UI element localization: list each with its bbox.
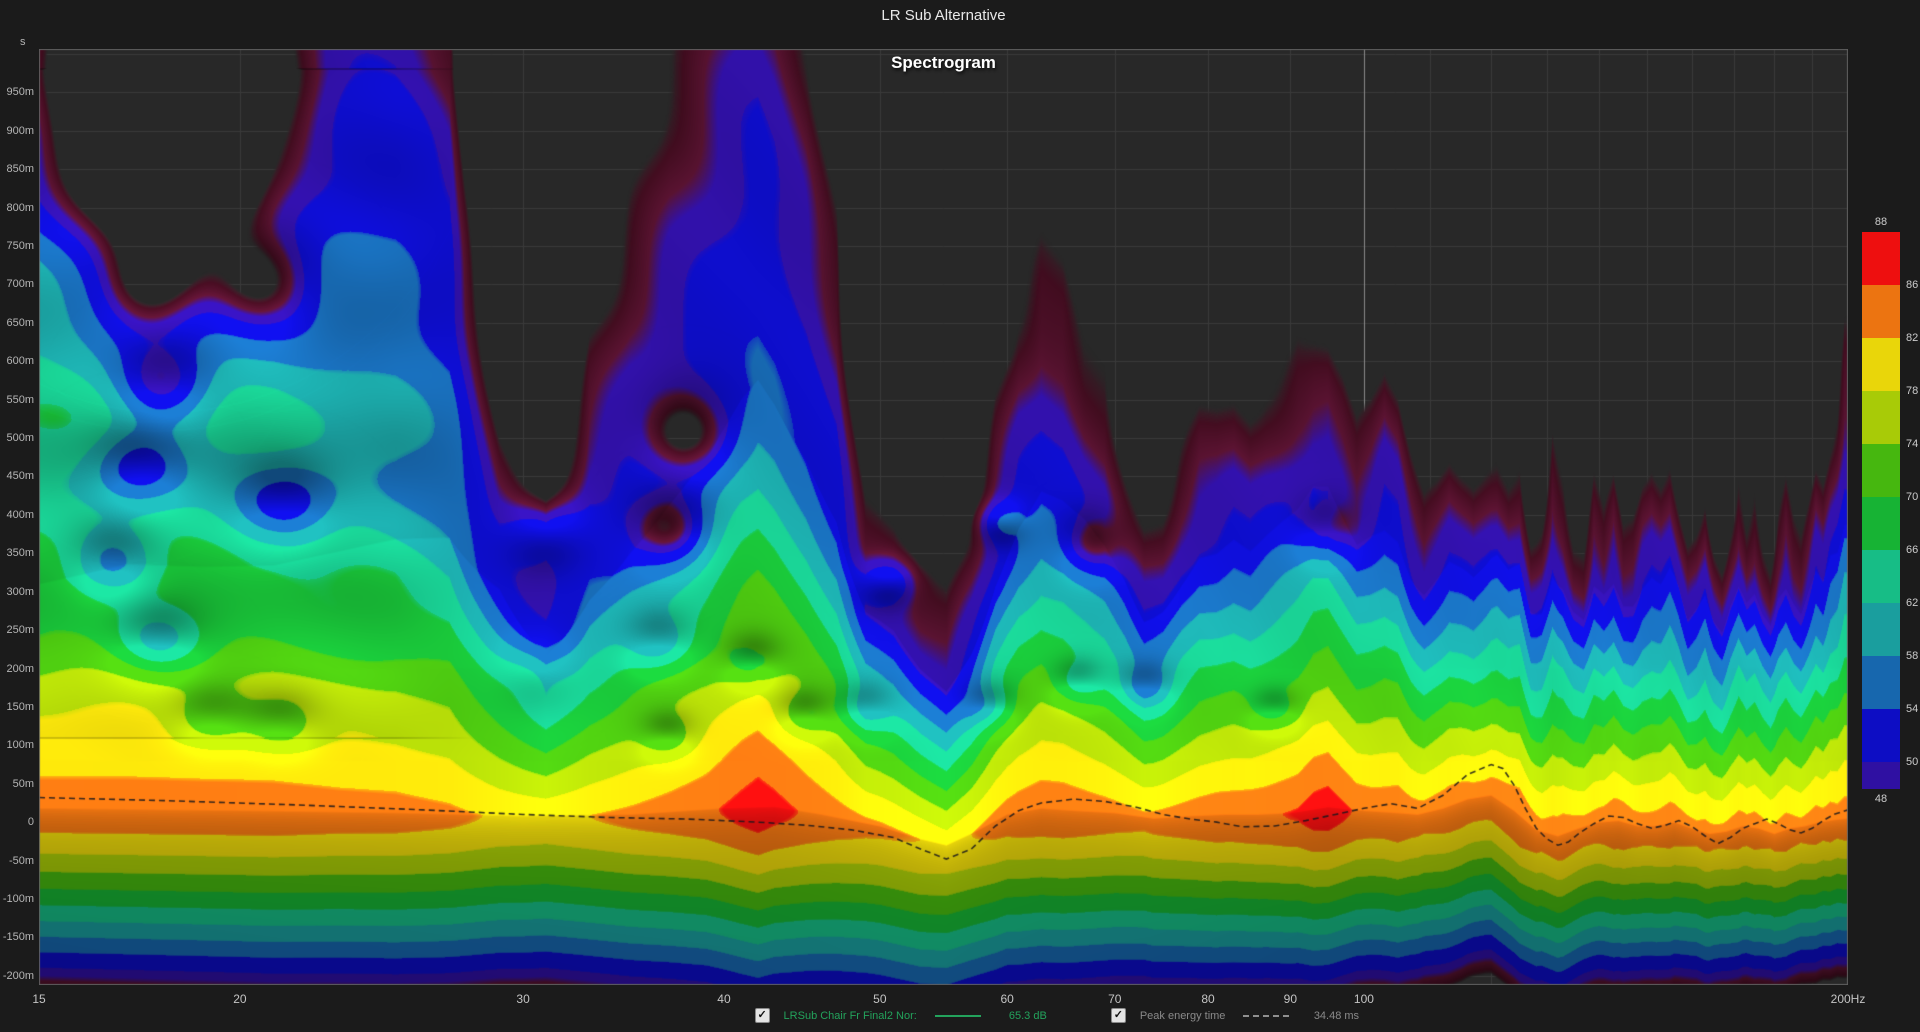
y-axis-label: -200m xyxy=(2,969,34,982)
colorbar-label: 58 xyxy=(1906,650,1919,662)
colorbar-block xyxy=(1862,338,1900,391)
y-axis-label: 400m xyxy=(6,508,34,521)
y-axis-label: -100m xyxy=(2,892,34,905)
legend-checkbox[interactable]: ✓ xyxy=(754,1008,770,1023)
x-axis-label: 100 xyxy=(1353,992,1374,1006)
y-axis-label: 850m xyxy=(6,163,34,176)
y-axis-label: 650m xyxy=(6,316,34,329)
x-axis-label: 80 xyxy=(1201,992,1215,1006)
colorbar-block xyxy=(1862,550,1900,603)
y-axis-label: 800m xyxy=(6,201,34,214)
y-axis-label: 450m xyxy=(6,470,34,483)
y-axis-label: 300m xyxy=(6,585,34,598)
colorbar-block xyxy=(1862,603,1900,656)
spectrogram-plot: Spectrogram xyxy=(39,49,1848,985)
legend-value: 65.3 dB xyxy=(1008,1009,1047,1022)
y-axis-label: 200m xyxy=(6,662,34,675)
colorbar-label: 54 xyxy=(1906,703,1919,715)
x-axis-label: 15 xyxy=(32,992,46,1006)
x-axis-label: 60 xyxy=(1000,992,1014,1006)
colorbar-label: 78 xyxy=(1906,385,1919,397)
spectrogram-canvas[interactable] xyxy=(39,49,1848,985)
colorbar-label: 70 xyxy=(1906,491,1919,503)
colorbar-block xyxy=(1862,497,1900,550)
colorbar-label: 62 xyxy=(1906,597,1919,609)
y-axis-label: -50m xyxy=(8,854,34,867)
legend-checkbox[interactable]: ✓ xyxy=(1110,1008,1126,1023)
colorbar-label: 50 xyxy=(1906,756,1919,768)
colorbar xyxy=(1862,232,1900,789)
x-axis-label: 40 xyxy=(717,992,731,1006)
y-axis-label: 350m xyxy=(6,547,34,560)
legend-dash-swatch xyxy=(1243,1014,1290,1017)
y-axis-label: 900m xyxy=(6,124,34,137)
y-axis-label: 550m xyxy=(6,393,34,406)
colorbar-block xyxy=(1862,391,1900,444)
colorbar-block xyxy=(1862,232,1900,285)
legend-label[interactable]: Peak energy time xyxy=(1139,1009,1226,1022)
colorbar-label: 86 xyxy=(1906,279,1919,291)
x-axis-label: 200Hz xyxy=(1830,992,1866,1006)
colorbar-block xyxy=(1862,285,1900,338)
colorbar-block xyxy=(1862,709,1900,762)
colorbar-label: 82 xyxy=(1906,332,1919,344)
y-axis-label: 950m xyxy=(6,86,34,99)
y-axis-unit: s xyxy=(20,36,26,48)
colorbar-block xyxy=(1862,656,1900,709)
legend-label[interactable]: LRSub Chair Fr Final2 Nor: xyxy=(783,1009,917,1022)
y-axis-label: 250m xyxy=(6,624,34,637)
colorbar-label: 74 xyxy=(1906,438,1919,450)
y-axis-label: 600m xyxy=(6,355,34,368)
y-axis-label: 0 xyxy=(27,816,34,829)
x-axis-label: 20 xyxy=(233,992,247,1006)
y-axis-label: 150m xyxy=(6,700,34,713)
plot-legend: ✓ LRSub Chair Fr Final2 Nor: 65.3 dB ✓ Peak … xyxy=(200,1008,1920,1023)
y-axis-label: 50m xyxy=(12,777,34,790)
y-axis-label: 750m xyxy=(6,240,34,253)
x-axis-label: 90 xyxy=(1283,992,1298,1006)
x-axis-label: 50 xyxy=(873,992,887,1006)
y-axis-label: 100m xyxy=(6,739,34,752)
y-axis-label: 700m xyxy=(6,278,34,291)
x-axis-label: 70 xyxy=(1108,992,1122,1006)
y-axis-label: -150m xyxy=(2,931,34,944)
colorbar-block xyxy=(1862,762,1900,789)
y-axis-label: 500m xyxy=(6,432,34,445)
colorbar-block xyxy=(1862,444,1900,497)
page-title: LR Sub Alternative xyxy=(881,7,1006,24)
colorbar-label: 88 xyxy=(1874,216,1888,228)
legend-line-swatch xyxy=(934,1014,981,1017)
colorbar-label: 48 xyxy=(1874,793,1888,805)
colorbar-label: 66 xyxy=(1906,544,1919,556)
x-axis-label: 30 xyxy=(516,992,530,1006)
legend-value: 34.48 ms xyxy=(1313,1009,1360,1022)
plot-title: Spectrogram xyxy=(891,53,996,72)
